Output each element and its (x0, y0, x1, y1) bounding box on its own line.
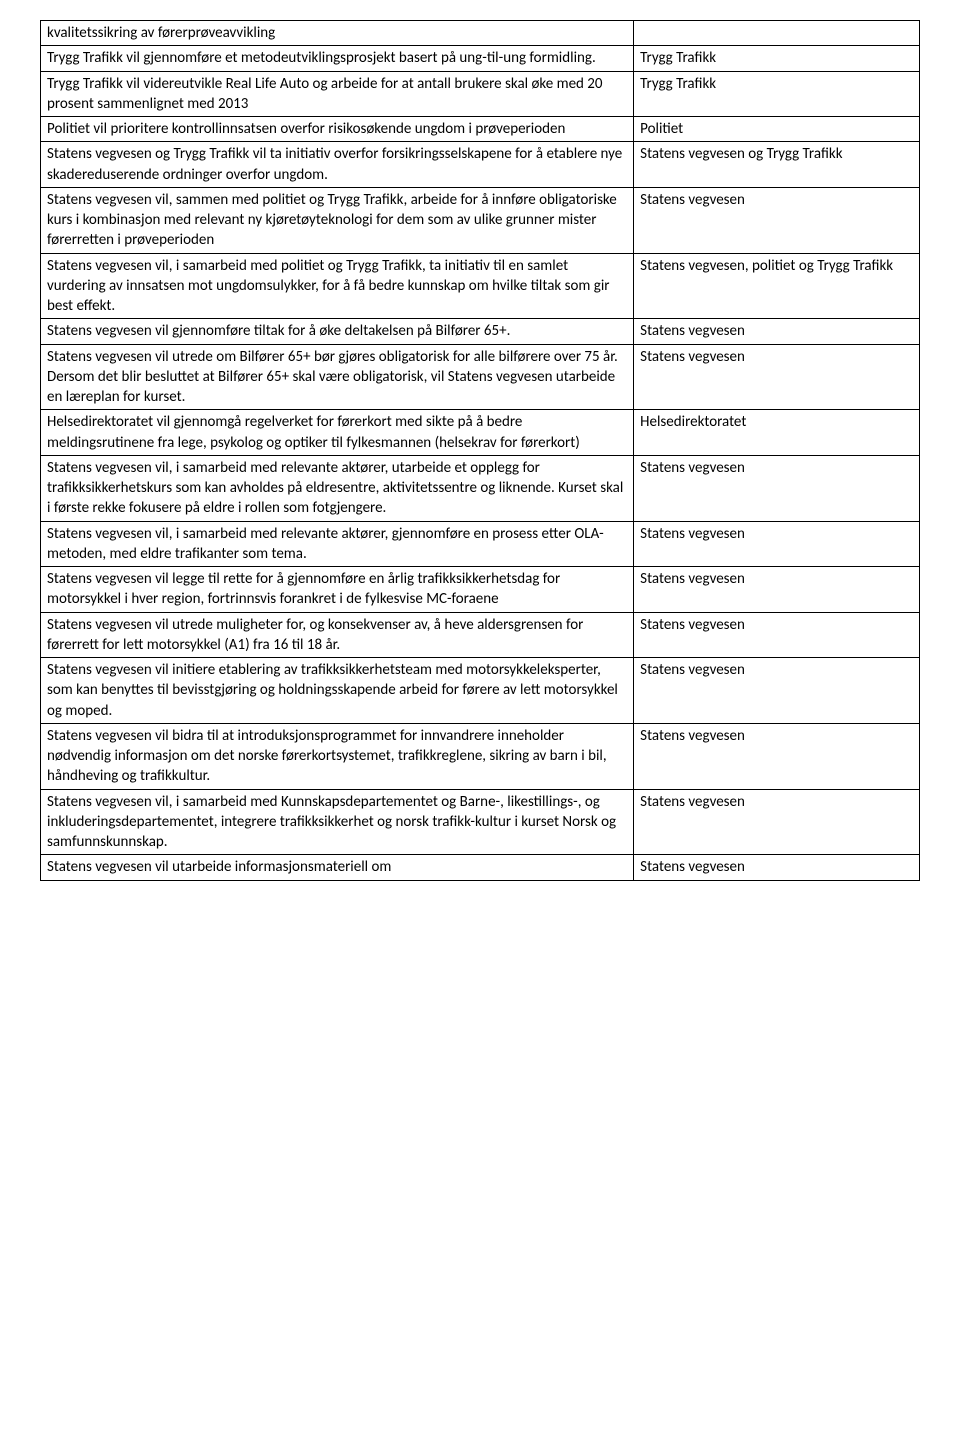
table-body: kvalitetssikring av førerprøveavviklingT… (41, 21, 920, 881)
table-row: Statens vegvesen vil utrede muligheter f… (41, 612, 920, 658)
responsible-cell: Statens vegvesen (634, 187, 920, 253)
measure-cell: Statens vegvesen vil utrede muligheter f… (41, 612, 634, 658)
table-row: Statens vegvesen vil, i samarbeid med po… (41, 253, 920, 319)
responsible-cell: Trygg Trafikk (634, 71, 920, 117)
responsible-cell: Statens vegvesen (634, 344, 920, 410)
measure-cell: Statens vegvesen vil gjennomføre tiltak … (41, 319, 634, 344)
measure-cell: Statens vegvesen vil, i samarbeid med re… (41, 455, 634, 521)
measure-cell: Politiet vil prioritere kontrollinnsatse… (41, 117, 634, 142)
measures-table: kvalitetssikring av førerprøveavviklingT… (40, 20, 920, 881)
measure-cell: Trygg Trafikk vil videreutvikle Real Lif… (41, 71, 634, 117)
responsible-cell: Statens vegvesen (634, 455, 920, 521)
responsible-cell: Statens vegvesen (634, 723, 920, 789)
responsible-cell (634, 21, 920, 46)
table-row: Statens vegvesen vil, sammen med politie… (41, 187, 920, 253)
table-row: Statens vegvesen vil, i samarbeid med Ku… (41, 789, 920, 855)
measure-cell: Statens vegvesen vil, sammen med politie… (41, 187, 634, 253)
table-row: Politiet vil prioritere kontrollinnsatse… (41, 117, 920, 142)
table-row: Statens vegvesen vil bidra til at introd… (41, 723, 920, 789)
measure-cell: Statens vegvesen og Trygg Trafikk vil ta… (41, 142, 634, 188)
responsible-cell: Politiet (634, 117, 920, 142)
table-row: kvalitetssikring av førerprøveavvikling (41, 21, 920, 46)
responsible-cell: Trygg Trafikk (634, 46, 920, 71)
measure-cell: Statens vegvesen vil legge til rette for… (41, 567, 634, 613)
responsible-cell: Statens vegvesen (634, 658, 920, 724)
table-row: Trygg Trafikk vil gjennomføre et metodeu… (41, 46, 920, 71)
table-row: Statens vegvesen vil gjennomføre tiltak … (41, 319, 920, 344)
table-row: Statens vegvesen vil, i samarbeid med re… (41, 521, 920, 567)
table-row: Statens vegvesen vil, i samarbeid med re… (41, 455, 920, 521)
table-row: Statens vegvesen og Trygg Trafikk vil ta… (41, 142, 920, 188)
measure-cell: kvalitetssikring av førerprøveavvikling (41, 21, 634, 46)
table-row: Helsedirektoratet vil gjennomgå regelver… (41, 410, 920, 456)
measure-cell: Statens vegvesen vil bidra til at introd… (41, 723, 634, 789)
measure-cell: Statens vegvesen vil, i samarbeid med po… (41, 253, 634, 319)
measure-cell: Statens vegvesen vil initiere etablering… (41, 658, 634, 724)
measure-cell: Statens vegvesen vil, i samarbeid med re… (41, 521, 634, 567)
responsible-cell: Statens vegvesen (634, 855, 920, 880)
table-row: Statens vegvesen vil utarbeide informasj… (41, 855, 920, 880)
responsible-cell: Statens vegvesen (634, 319, 920, 344)
responsible-cell: Helsedirektoratet (634, 410, 920, 456)
responsible-cell: Statens vegvesen (634, 612, 920, 658)
responsible-cell: Statens vegvesen (634, 789, 920, 855)
measure-cell: Trygg Trafikk vil gjennomføre et metodeu… (41, 46, 634, 71)
measure-cell: Statens vegvesen vil, i samarbeid med Ku… (41, 789, 634, 855)
table-row: Statens vegvesen vil utrede om Bilfører … (41, 344, 920, 410)
table-row: Statens vegvesen vil initiere etablering… (41, 658, 920, 724)
responsible-cell: Statens vegvesen (634, 567, 920, 613)
measure-cell: Statens vegvesen vil utarbeide informasj… (41, 855, 634, 880)
responsible-cell: Statens vegvesen og Trygg Trafikk (634, 142, 920, 188)
table-row: Statens vegvesen vil legge til rette for… (41, 567, 920, 613)
measure-cell: Statens vegvesen vil utrede om Bilfører … (41, 344, 634, 410)
measure-cell: Helsedirektoratet vil gjennomgå regelver… (41, 410, 634, 456)
table-row: Trygg Trafikk vil videreutvikle Real Lif… (41, 71, 920, 117)
responsible-cell: Statens vegvesen (634, 521, 920, 567)
responsible-cell: Statens vegvesen, politiet og Trygg Traf… (634, 253, 920, 319)
